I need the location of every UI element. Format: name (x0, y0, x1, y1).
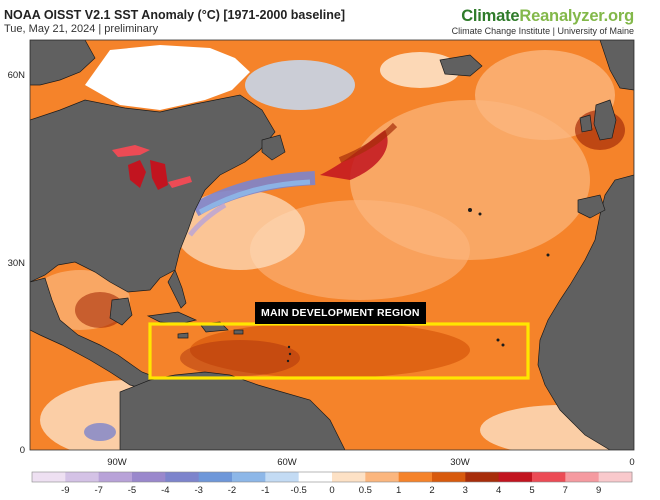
colorbar-tick-label: 0.5 (359, 485, 372, 496)
azores-islands (478, 212, 482, 216)
lesser-antilles (287, 345, 291, 349)
south-america-land (119, 371, 346, 450)
colorbar-tick-label: 1 (396, 485, 401, 496)
colorbar-swatch (165, 472, 200, 482)
brand-part-reanalyzer: Reanalyzer (519, 7, 604, 25)
brand-institute: Climate Change Institute | University of… (451, 26, 634, 36)
colorbar-swatch (398, 472, 433, 482)
azores-islands (468, 208, 472, 212)
scandinavia-land (599, 40, 634, 91)
colorbar-swatch (198, 472, 233, 482)
map-subtitle: Tue, May 21, 2024 | preliminary (4, 23, 159, 35)
colorbar-tick-label: -4 (161, 485, 169, 496)
colorbar-swatch (432, 472, 466, 482)
colorbar-swatch (132, 472, 166, 482)
colorbar-tick-label: -5 (128, 485, 136, 496)
colorbar-swatch (332, 472, 366, 482)
lon-label-60w: 60W (277, 457, 297, 468)
north-america-land (30, 94, 276, 293)
anomaly-strong-patch (180, 340, 300, 376)
colorbar: -9 -7 -5 -4 -3 -2 -1 -0.5 0 0.5 1 2 3 4 5 7 9 (31, 471, 633, 496)
great-lakes (150, 160, 168, 190)
anomaly-strong-patch (190, 322, 470, 378)
brand-part-org: .org (603, 7, 635, 25)
greenland-ice (85, 45, 250, 110)
cape-verde-islands (496, 338, 500, 342)
arctic-canada-land (30, 40, 96, 86)
lat-label-0: 0 (20, 445, 25, 456)
newfoundland-land (261, 134, 286, 161)
lat-label-60n: 60N (8, 70, 26, 81)
jamaica-land (177, 332, 189, 339)
map-title: NOAA OISST V2.1 SST Anomaly (°C) [1971-2… (4, 8, 345, 22)
colorbar-tick-label: -3 (194, 485, 202, 496)
gulf-stream-warm-band (338, 122, 398, 163)
colorbar-tick-label: 4 (496, 485, 501, 496)
colorbar-swatch (598, 472, 633, 482)
lesser-antilles (286, 359, 290, 363)
cuba-land (146, 311, 198, 325)
colorbar-swatch (98, 472, 133, 482)
gulf-stream-cold-band (191, 171, 316, 217)
great-lakes (128, 160, 146, 188)
colorbar-tick-label: 5 (529, 485, 534, 496)
colorbar-tick-label: -7 (94, 485, 102, 496)
cape-verde-islands (501, 343, 505, 347)
colorbar-swatch (265, 472, 300, 482)
colorbar-swatch (65, 472, 100, 482)
mexico-land (30, 277, 151, 391)
florida-land (167, 269, 187, 309)
colorbar-swatch (498, 472, 533, 482)
lon-label-0: 0 (629, 457, 634, 468)
colorbar-tick-label: 3 (463, 485, 468, 496)
anomaly-light-patch (250, 200, 470, 300)
british-isles-land (593, 99, 617, 141)
colorbar-frame (31, 471, 633, 483)
shelf-cold-band (188, 202, 227, 237)
colorbar-tick-label: 7 (563, 485, 568, 496)
colorbar-tick-label: -2 (228, 485, 236, 496)
canary-islands (546, 253, 550, 257)
colorbar-swatch (32, 472, 66, 482)
main-development-region-label: MAIN DEVELOPMENT REGION (255, 302, 426, 324)
anomaly-cool-patch (84, 423, 116, 441)
great-lakes (168, 176, 192, 188)
yucatan-land (109, 297, 133, 326)
lon-label-90w: 90W (107, 457, 127, 468)
ireland-land (579, 114, 593, 133)
colorbar-swatch (365, 472, 400, 482)
africa-europe-land (537, 40, 634, 450)
iberia-land (577, 194, 606, 219)
map-frame (29, 39, 635, 451)
main-development-region-box (148, 322, 530, 380)
lesser-antilles (288, 352, 292, 356)
colorbar-tick-label: 2 (429, 485, 434, 496)
colorbar-tick-label: 9 (596, 485, 601, 496)
puerto-rico-land (233, 329, 244, 335)
brand-part-climate: Climate (461, 7, 520, 25)
iceland-land (439, 54, 483, 77)
anomaly-light-patch (475, 50, 615, 140)
great-lakes (112, 145, 150, 157)
lat-label-30n: 30N (8, 258, 26, 269)
colorbar-tick-label: 0 (329, 485, 334, 496)
colorbar-tick-label: -0.5 (290, 485, 306, 496)
colorbar-swatch (298, 472, 333, 482)
colorbar-tick-label: -1 (261, 485, 269, 496)
colorbar-tick-label: -9 (61, 485, 69, 496)
colorbar-swatch (465, 472, 500, 482)
anomaly-cool-patch (245, 60, 355, 110)
colorbar-swatch (532, 472, 566, 482)
lon-label-30w: 30W (450, 457, 470, 468)
brand-logo[interactable]: ClimateReanalyzer.org (461, 7, 634, 26)
colorbar-swatch (565, 472, 600, 482)
gulf-stream-cold-band-inner (198, 179, 311, 215)
colorbar-swatch (232, 472, 266, 482)
